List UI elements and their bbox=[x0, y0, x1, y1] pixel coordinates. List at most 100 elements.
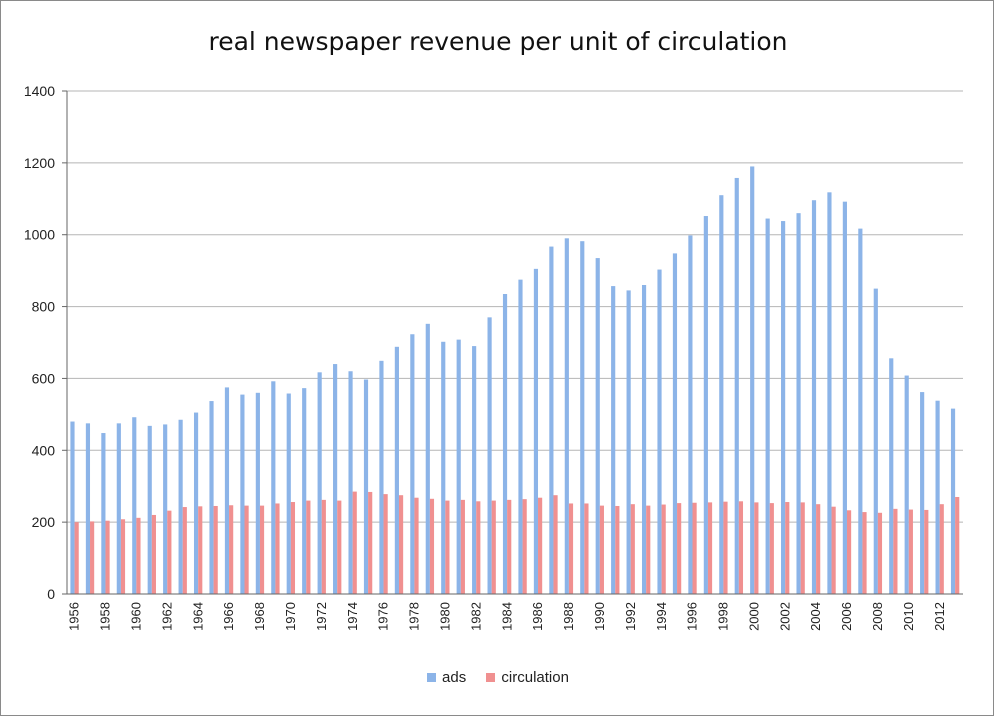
bar-circulation-2006 bbox=[846, 510, 852, 594]
bar-circulation-1979 bbox=[429, 498, 435, 594]
bar-circulation-1996 bbox=[692, 502, 697, 594]
bar-circulation-1969 bbox=[275, 503, 280, 594]
bar-ads-1985 bbox=[518, 279, 523, 595]
bar-ads-1987 bbox=[549, 246, 554, 594]
bar-ads-1962 bbox=[163, 424, 168, 594]
x-tick-label: 1978 bbox=[407, 602, 422, 631]
x-tick-label: 1964 bbox=[190, 602, 205, 631]
bar-circulation-1978 bbox=[414, 497, 419, 594]
bar-circulation-1991 bbox=[615, 505, 620, 594]
bar-circulation-1999 bbox=[738, 501, 744, 594]
bar-circulation-1995 bbox=[677, 503, 682, 594]
bar-ads-1977 bbox=[394, 346, 399, 594]
y-tick-label: 600 bbox=[32, 370, 56, 386]
bar-ads-1982 bbox=[472, 346, 477, 594]
bar-ads-1969 bbox=[271, 381, 276, 594]
bar-ads-1991 bbox=[611, 286, 616, 594]
y-tick-label: 400 bbox=[32, 442, 56, 458]
bar-circulation-1992 bbox=[630, 504, 635, 594]
legend-label-ads: ads bbox=[442, 669, 467, 686]
bar-circulation-1982 bbox=[476, 501, 481, 594]
bar-circulation-1976 bbox=[383, 494, 388, 594]
bar-circulation-2012 bbox=[939, 504, 944, 594]
legend-swatch-circulation bbox=[486, 673, 496, 682]
y-tick-label: 800 bbox=[32, 299, 56, 315]
bar-circulation-1971 bbox=[306, 500, 311, 594]
x-tick-label: 1962 bbox=[159, 602, 174, 631]
bar-ads-2010 bbox=[904, 375, 909, 594]
bar-ads-1994 bbox=[657, 269, 662, 594]
bar-circulation-1984 bbox=[507, 499, 512, 594]
bar-ads-2009 bbox=[889, 358, 894, 594]
bar-ads-2012 bbox=[935, 400, 940, 594]
bar-circulation-2007 bbox=[862, 512, 867, 594]
bar-circulation-2009 bbox=[893, 508, 898, 594]
bar-circulation-1986 bbox=[538, 497, 543, 594]
bar-circulation-1987 bbox=[553, 495, 558, 594]
bar-ads-2000 bbox=[750, 166, 755, 594]
bar-ads-1974 bbox=[348, 371, 353, 594]
x-tick-label: 2006 bbox=[839, 602, 854, 631]
y-tick-label: 200 bbox=[32, 514, 56, 530]
bar-ads-1971 bbox=[302, 388, 307, 594]
bar-circulation-1964 bbox=[198, 506, 203, 594]
bar-ads-1998 bbox=[719, 195, 724, 594]
bar-circulation-1977 bbox=[398, 495, 404, 594]
bar-ads-2007 bbox=[858, 228, 863, 595]
x-tick-label: 1980 bbox=[437, 602, 452, 631]
bar-ads-1988 bbox=[564, 238, 569, 594]
bar-circulation-1963 bbox=[182, 507, 187, 594]
bar-circulation-2000 bbox=[754, 502, 759, 594]
legend-swatch-ads bbox=[427, 673, 437, 682]
bar-ads-1980 bbox=[441, 341, 446, 594]
bar-ads-2013 bbox=[950, 408, 956, 594]
y-tick-label: 1200 bbox=[24, 155, 55, 171]
bar-circulation-1957 bbox=[90, 521, 95, 594]
bar-ads-1981 bbox=[456, 339, 461, 594]
bar-circulation-2008 bbox=[877, 512, 883, 594]
bar-ads-1979 bbox=[425, 323, 430, 594]
bar-circulation-1958 bbox=[105, 520, 110, 594]
bar-circulation-1981 bbox=[460, 499, 465, 594]
bar-circulation-2001 bbox=[769, 503, 774, 594]
bar-ads-2002 bbox=[781, 221, 786, 594]
y-tick-label: 1400 bbox=[24, 83, 55, 99]
chart-legend: ads circulation bbox=[1, 669, 994, 686]
bar-ads-1973 bbox=[333, 364, 338, 594]
legend-label-circulation: circulation bbox=[501, 669, 569, 686]
x-tick-label: 2008 bbox=[870, 602, 885, 631]
bar-circulation-1993 bbox=[646, 505, 651, 594]
bar-circulation-1988 bbox=[568, 503, 574, 594]
bar-circulation-2011 bbox=[924, 509, 929, 594]
bar-circulation-1965 bbox=[213, 505, 218, 594]
y-tick-label: 1000 bbox=[24, 227, 55, 243]
bar-ads-2008 bbox=[873, 288, 878, 594]
bar-ads-1993 bbox=[641, 285, 647, 594]
bar-ads-2006 bbox=[842, 201, 847, 594]
bar-circulation-1997 bbox=[707, 502, 713, 594]
bar-circulation-1989 bbox=[584, 503, 589, 594]
bar-ads-1976 bbox=[379, 360, 384, 594]
bar-ads-1986 bbox=[533, 268, 539, 594]
bar-ads-2001 bbox=[765, 218, 770, 595]
x-tick-label: 1960 bbox=[129, 602, 144, 631]
bar-ads-1996 bbox=[688, 235, 693, 594]
bar-circulation-2003 bbox=[800, 502, 805, 594]
x-tick-label: 1968 bbox=[252, 602, 267, 631]
x-tick-label: 1984 bbox=[499, 602, 514, 631]
bar-ads-1992 bbox=[626, 290, 631, 594]
bar-ads-1975 bbox=[363, 379, 369, 594]
bar-ads-1989 bbox=[580, 241, 585, 594]
bar-ads-1958 bbox=[101, 433, 106, 594]
x-tick-label: 1972 bbox=[314, 602, 329, 631]
bar-circulation-1973 bbox=[337, 500, 342, 594]
x-tick-label: 1992 bbox=[623, 602, 638, 631]
bar-circulation-1998 bbox=[723, 501, 728, 594]
bar-ads-1957 bbox=[85, 423, 91, 594]
x-tick-label: 1958 bbox=[98, 602, 113, 631]
x-tick-label: 1970 bbox=[283, 602, 298, 631]
x-tick-label: 1986 bbox=[530, 602, 545, 631]
bar-ads-2005 bbox=[827, 192, 832, 594]
bar-ads-1999 bbox=[734, 177, 739, 594]
